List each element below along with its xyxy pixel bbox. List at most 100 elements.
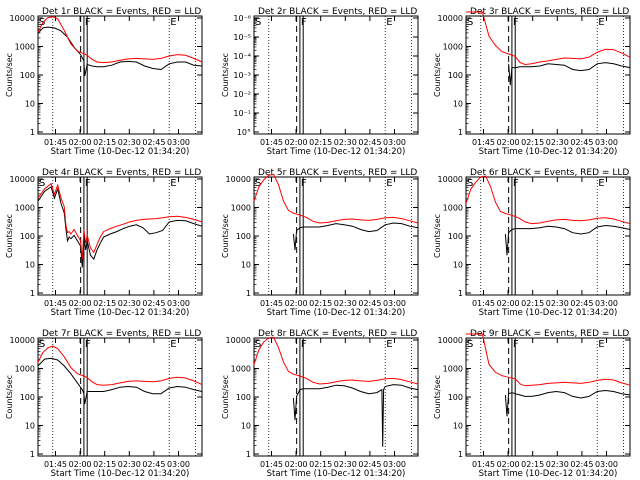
x-tick-label: 02:30 [546, 299, 569, 308]
y-tick-label: 10⁻³ [233, 71, 251, 80]
y-tick-label: 10 [241, 422, 251, 431]
panel-title: Det 4r BLACK = Events, RED = LLD [42, 168, 201, 178]
x-axis-label: Start Time (10-Dec-12 01:34:20) [479, 469, 618, 479]
flag-f: F [513, 178, 519, 189]
x-tick-label: 02:15 [309, 138, 332, 147]
x-tick-label: 02:00 [497, 138, 520, 147]
flag-e: E [386, 339, 392, 350]
plot-frame [253, 15, 419, 135]
flag-e: E [598, 17, 604, 28]
x-tick-label: 02:15 [93, 299, 116, 308]
x-tick-label: 02:30 [118, 299, 141, 308]
series-events [504, 224, 631, 256]
series-lld [37, 182, 203, 260]
flag-f: F [513, 339, 519, 350]
y-tick-label: 10⁻⁶ [233, 14, 251, 23]
x-tick-label: 01:45 [44, 138, 67, 147]
series-events [37, 186, 203, 268]
y-tick-label: 10⁻² [233, 90, 251, 99]
y-tick-label: 10 [453, 422, 463, 431]
flag-f: F [85, 17, 91, 28]
panel-det-6: Det 6r BLACK = Events, RED = LLD 1 10 100 10… [433, 168, 631, 318]
flag-s: S [467, 339, 473, 350]
y-tick-label: 100 [236, 232, 251, 241]
series-events [504, 389, 631, 417]
plot-frame [37, 176, 203, 296]
y-tick-label: 100 [20, 232, 35, 241]
series-lld [253, 336, 419, 385]
series-events [508, 62, 631, 86]
panel-title: Det 9r BLACK = Events, RED = LLD [470, 329, 629, 339]
y-tick-label: 10 [25, 100, 35, 109]
x-tick-label: 03:00 [595, 460, 618, 469]
y-tick-label: 1 [458, 289, 463, 298]
x-tick-label: 02:15 [93, 460, 116, 469]
y-axis-label: Counts/sec [221, 375, 230, 419]
x-tick-label: 02:45 [570, 138, 593, 147]
series-lld [37, 16, 203, 64]
x-tick-label: 02:00 [285, 460, 308, 469]
panel-det-5: Det 5r BLACK = Events, RED = LLD 1 10 100 10… [221, 168, 419, 318]
y-tick-label: 10⁻⁵ [233, 33, 251, 42]
y-tick-label: 1000 [15, 365, 35, 374]
y-tick-label: 1 [246, 289, 251, 298]
series-lld [253, 173, 419, 224]
flag-e: E [170, 339, 176, 350]
flag-s: S [39, 17, 45, 28]
flag-s: S [255, 339, 261, 350]
panel-title: Det 3r BLACK = Events, RED = LLD [470, 7, 629, 17]
x-axis-label: Start Time (10-Dec-12 01:34:20) [479, 147, 618, 157]
x-tick-label: 01:45 [472, 460, 495, 469]
x-axis-label: Start Time (10-Dec-12 01:34:20) [267, 308, 406, 318]
flag-s: S [255, 17, 261, 28]
x-tick-label: 02:45 [142, 460, 165, 469]
y-tick-label: 10° [237, 128, 251, 137]
panel-title: Det 7r BLACK = Events, RED = LLD [42, 329, 201, 339]
x-tick-label: 02:30 [546, 460, 569, 469]
y-tick-label: 10 [241, 261, 251, 270]
x-tick-label: 03:00 [167, 138, 190, 147]
x-axis-label: Start Time (10-Dec-12 01:34:20) [267, 469, 406, 479]
y-axis-label: Counts/sec [433, 375, 442, 419]
y-tick-label: 1000 [231, 365, 251, 374]
flag-s: S [467, 178, 473, 189]
y-tick-label: 10000 [226, 336, 251, 345]
y-tick-label: 1000 [15, 204, 35, 213]
y-axis-label: Counts/sec [5, 214, 14, 258]
y-tick-label: 100 [20, 71, 35, 80]
y-tick-label: 10⁻¹ [233, 109, 251, 118]
x-tick-label: 02:00 [69, 299, 92, 308]
x-tick-label: 01:45 [260, 138, 283, 147]
x-tick-label: 03:00 [383, 138, 406, 147]
flag-e: E [170, 178, 176, 189]
x-tick-label: 01:45 [44, 299, 67, 308]
x-tick-label: 02:15 [309, 299, 332, 308]
series-events [37, 357, 203, 405]
y-tick-label: 10000 [10, 175, 35, 184]
y-tick-label: 10⁻⁴ [233, 52, 251, 61]
panel-det-9: Det 9r BLACK = Events, RED = LLD 1 10 100 10… [433, 329, 631, 479]
x-tick-label: 03:00 [383, 299, 406, 308]
x-tick-label: 02:00 [69, 460, 92, 469]
plot-frame [253, 176, 419, 296]
x-tick-label: 02:15 [309, 460, 332, 469]
y-axis-label: Counts/sec [433, 53, 442, 97]
flag-f: F [301, 178, 307, 189]
x-tick-label: 02:45 [570, 460, 593, 469]
x-tick-label: 02:45 [142, 138, 165, 147]
series-events [292, 222, 419, 250]
x-axis-label: Start Time (10-Dec-12 01:34:20) [267, 147, 406, 157]
x-axis-label: Start Time (10-Dec-12 01:34:20) [479, 308, 618, 318]
x-axis-label: Start Time (10-Dec-12 01:34:20) [51, 469, 190, 479]
y-tick-label: 1000 [15, 43, 35, 52]
flag-s: S [39, 178, 45, 189]
y-tick-label: 1 [458, 128, 463, 137]
series-lld [465, 175, 631, 225]
flag-e: E [386, 178, 392, 189]
flag-f: F [85, 339, 91, 350]
y-tick-label: 10 [453, 100, 463, 109]
y-tick-label: 10000 [438, 336, 463, 345]
x-tick-label: 03:00 [595, 299, 618, 308]
x-tick-label: 01:45 [472, 299, 495, 308]
series-lld [466, 333, 631, 387]
